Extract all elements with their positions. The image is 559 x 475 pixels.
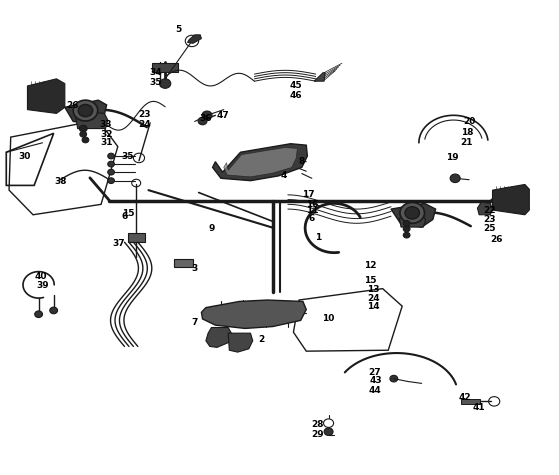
- Circle shape: [79, 125, 87, 132]
- Text: 8: 8: [299, 157, 305, 166]
- Polygon shape: [228, 333, 253, 352]
- Text: 5: 5: [175, 25, 181, 34]
- Text: 44: 44: [369, 386, 382, 395]
- Circle shape: [405, 207, 419, 219]
- Text: 23: 23: [138, 110, 151, 119]
- Text: 12: 12: [363, 261, 376, 270]
- Polygon shape: [399, 213, 425, 227]
- Circle shape: [450, 174, 460, 182]
- Text: 18: 18: [461, 128, 473, 137]
- Circle shape: [403, 220, 410, 226]
- Text: 9: 9: [209, 224, 215, 233]
- Text: 38: 38: [55, 177, 67, 186]
- Text: 19: 19: [446, 153, 459, 162]
- Text: 28: 28: [311, 420, 324, 429]
- Text: 33: 33: [100, 120, 112, 129]
- Circle shape: [198, 117, 207, 125]
- Circle shape: [108, 169, 115, 175]
- Polygon shape: [27, 79, 65, 114]
- Text: 34: 34: [149, 68, 162, 77]
- Polygon shape: [173, 259, 193, 267]
- Text: 23: 23: [483, 215, 495, 224]
- Text: 17: 17: [302, 190, 315, 200]
- Text: 41: 41: [473, 402, 485, 411]
- Text: 25: 25: [483, 225, 495, 234]
- Circle shape: [80, 132, 87, 137]
- Text: 6: 6: [121, 212, 127, 221]
- Polygon shape: [461, 399, 480, 404]
- Polygon shape: [128, 233, 145, 242]
- Text: 45: 45: [290, 81, 302, 90]
- Text: 14: 14: [367, 302, 380, 311]
- Polygon shape: [153, 63, 178, 72]
- Text: 15: 15: [121, 209, 134, 218]
- Polygon shape: [391, 203, 435, 227]
- Circle shape: [324, 428, 333, 436]
- Circle shape: [108, 178, 115, 183]
- Text: 1: 1: [315, 233, 321, 242]
- Text: 3: 3: [192, 264, 198, 273]
- Polygon shape: [224, 148, 297, 177]
- Text: 26: 26: [66, 101, 78, 110]
- Circle shape: [78, 104, 93, 117]
- Circle shape: [108, 153, 115, 159]
- Circle shape: [108, 161, 115, 167]
- Text: 30: 30: [18, 152, 30, 162]
- Polygon shape: [187, 35, 201, 43]
- Text: 42: 42: [458, 393, 471, 402]
- Circle shape: [403, 232, 410, 238]
- Polygon shape: [477, 202, 492, 215]
- Text: 21: 21: [461, 138, 473, 147]
- Text: 35: 35: [121, 152, 134, 161]
- Text: 27: 27: [368, 368, 381, 377]
- Text: 35: 35: [149, 77, 162, 86]
- Text: 31: 31: [101, 138, 113, 147]
- Polygon shape: [212, 144, 307, 180]
- Circle shape: [390, 375, 397, 382]
- Text: 43: 43: [369, 376, 382, 385]
- Circle shape: [35, 311, 42, 318]
- Text: 16: 16: [306, 200, 318, 209]
- Text: 10: 10: [323, 314, 335, 323]
- Circle shape: [403, 226, 410, 232]
- Text: 6: 6: [309, 214, 315, 223]
- Text: 32: 32: [101, 130, 113, 139]
- Text: 15: 15: [363, 276, 376, 285]
- Text: 29: 29: [311, 429, 324, 438]
- Text: 39: 39: [37, 281, 49, 290]
- Text: 37: 37: [112, 238, 125, 247]
- Circle shape: [202, 111, 212, 120]
- Polygon shape: [492, 184, 529, 215]
- Text: 2: 2: [258, 335, 265, 344]
- Text: 46: 46: [290, 91, 302, 100]
- Polygon shape: [201, 300, 306, 328]
- Text: 24: 24: [138, 120, 151, 129]
- Text: 36: 36: [200, 114, 212, 123]
- Circle shape: [82, 137, 89, 143]
- Text: 26: 26: [491, 236, 503, 244]
- Circle shape: [160, 79, 170, 88]
- Polygon shape: [65, 100, 107, 124]
- Text: 22: 22: [483, 206, 495, 215]
- Text: 24: 24: [367, 294, 380, 303]
- Circle shape: [50, 307, 58, 314]
- Polygon shape: [76, 112, 108, 129]
- Text: 11: 11: [306, 206, 318, 215]
- Text: 47: 47: [216, 111, 229, 120]
- Polygon shape: [314, 73, 325, 81]
- Text: 4: 4: [281, 171, 287, 180]
- Text: 40: 40: [35, 272, 47, 281]
- Circle shape: [73, 100, 98, 121]
- Text: 7: 7: [192, 318, 198, 327]
- Circle shape: [400, 202, 424, 223]
- Text: 13: 13: [367, 285, 380, 294]
- Text: 20: 20: [463, 117, 475, 126]
- Polygon shape: [206, 327, 232, 347]
